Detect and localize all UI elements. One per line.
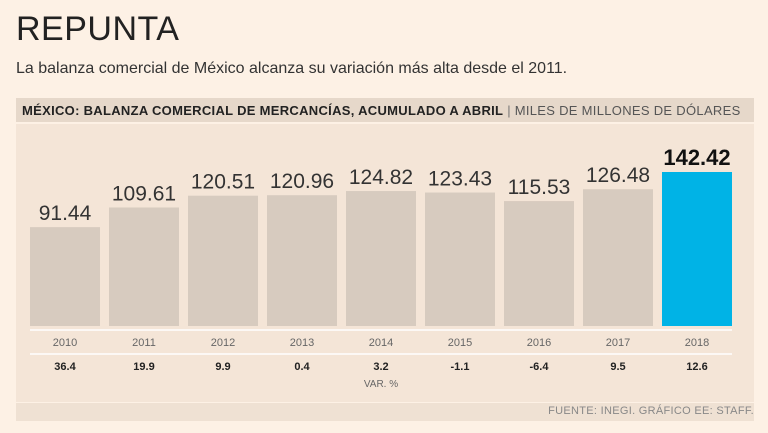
bar-2017	[583, 189, 653, 326]
x-tick-label-2015: 2015	[448, 337, 472, 349]
variation-label-2014: 3.2	[373, 361, 388, 373]
variation-label-2017: 9.5	[610, 361, 625, 373]
x-tick-label-2016: 2016	[527, 337, 551, 349]
variation-label-2013: 0.4	[294, 361, 310, 373]
value-label-2010: 91.44	[39, 202, 92, 225]
x-tick-label-2010: 2010	[53, 337, 77, 349]
value-label-2017: 126.48	[586, 164, 650, 187]
bar-2016	[504, 201, 574, 326]
chart-title: REPUNTA	[16, 10, 180, 48]
value-label-2012: 120.51	[191, 171, 255, 194]
variation-label-2018: 12.6	[686, 361, 707, 373]
x-tick-label-2017: 2017	[606, 337, 630, 349]
value-label-2014: 124.82	[349, 166, 413, 189]
value-label-2013: 120.96	[270, 170, 334, 193]
variation-label-2012: 9.9	[215, 361, 230, 373]
bar-2018	[662, 172, 732, 326]
value-label-2011: 109.61	[112, 182, 176, 205]
bar-2015	[425, 192, 495, 326]
chart-header-unit: MILES DE MILLONES DE DÓLARES	[514, 102, 741, 118]
x-tick-label-2013: 2013	[290, 337, 314, 349]
variation-label-2016: -6.4	[530, 361, 550, 373]
chart-header-bar: MÉXICO: BALANZA COMERCIAL DE MERCANCÍAS,…	[16, 98, 754, 122]
bar-2014	[346, 191, 416, 326]
bar-2010	[30, 227, 100, 326]
variation-label-2010: 36.4	[54, 361, 76, 373]
variation-axis-label: VAR. %	[364, 379, 398, 390]
chart-header-separator: |	[507, 102, 511, 118]
variation-label-2015: -1.1	[451, 361, 470, 373]
x-tick-label-2012: 2012	[211, 337, 235, 349]
value-label-2016: 115.53	[508, 176, 571, 199]
x-tick-label-2014: 2014	[369, 337, 393, 349]
chart-header-title: MÉXICO: BALANZA COMERCIAL DE MERCANCÍAS,…	[22, 102, 504, 118]
bar-2012	[188, 195, 258, 326]
source-note: FUENTE: INEGI. GRÁFICO EE: STAFF.	[548, 405, 754, 417]
footer-bar	[16, 403, 754, 421]
x-tick-label-2011: 2011	[132, 337, 156, 349]
chart-subtitle: La balanza comercial de México alcanza s…	[16, 60, 568, 77]
x-tick-label-2018: 2018	[685, 337, 709, 349]
value-label-2018: 142.42	[663, 145, 730, 170]
bar-2011	[109, 207, 179, 326]
value-label-2015: 123.43	[428, 168, 492, 191]
variation-label-2011: 19.9	[133, 361, 154, 373]
bar-2013	[267, 195, 337, 326]
